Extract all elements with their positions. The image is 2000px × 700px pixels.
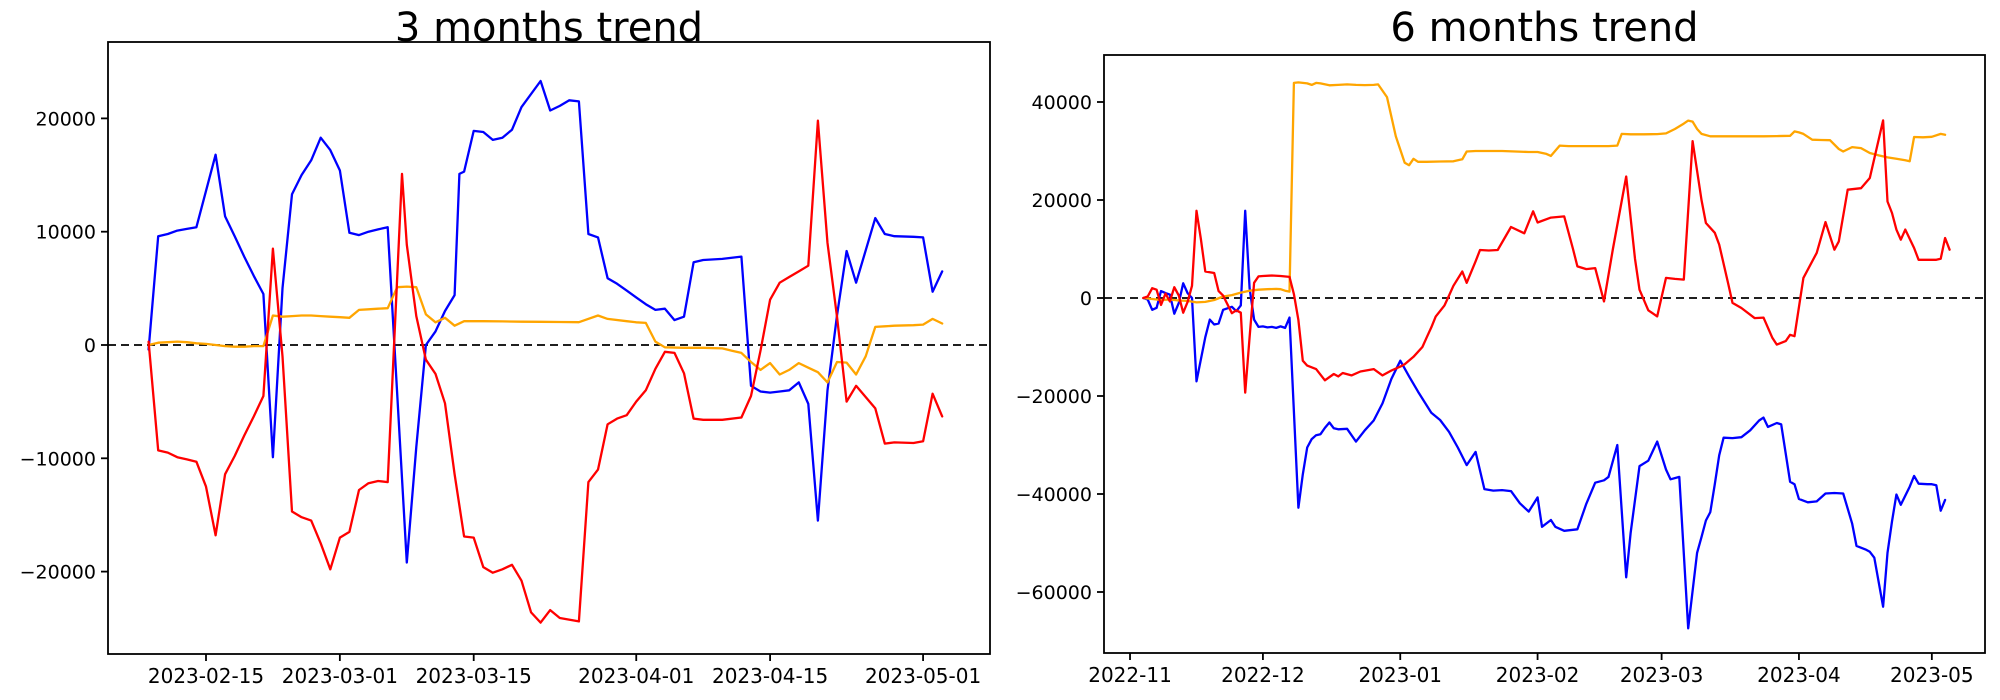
x-tick-label: 2023-03-01 [282, 664, 398, 688]
x-tick-label: 2023-04 [1757, 663, 1841, 687]
y-tick-label: −20000 [1016, 386, 1092, 408]
y-tick-label: −10000 [20, 448, 96, 470]
orange-series-line [1142, 81, 1947, 304]
orange-series-line [147, 285, 944, 384]
x-tick-label: 2023-02 [1496, 663, 1580, 687]
y-tick-label: −40000 [1016, 484, 1092, 506]
y-tick-label: 10000 [36, 222, 96, 244]
x-tick-label: 2023-04-15 [712, 664, 828, 688]
plot-frame [1103, 54, 1986, 654]
x-tick-label: 2023-03 [1620, 663, 1704, 687]
plot-frame [107, 41, 991, 655]
x-tick-label: 2023-03-15 [416, 664, 532, 688]
left-chart-title: 3 months trend [394, 5, 704, 51]
right-chart-title: 6 months trend [1390, 5, 1699, 51]
x-tick-label: 2023-02-15 [148, 664, 264, 688]
y-tick-label: 20000 [1032, 190, 1092, 212]
x-tick-label: 2022-11 [1088, 663, 1172, 687]
y-tick-label: 0 [84, 335, 96, 357]
y-tick-label: 40000 [1032, 92, 1092, 114]
y-tick-label: −20000 [20, 562, 96, 584]
x-tick-label: 2022-12 [1221, 663, 1305, 687]
x-tick-label: 2023-05-01 [865, 664, 981, 688]
x-tick-label: 2023-05 [1890, 663, 1974, 687]
red-series-line [147, 119, 944, 624]
red-series-line [1142, 119, 1951, 394]
x-tick-label: 2023-04-01 [578, 664, 694, 688]
y-tick-label: 20000 [36, 108, 96, 130]
y-tick-label: 0 [1080, 288, 1092, 310]
x-tick-label: 2023-01 [1358, 663, 1442, 687]
y-tick-label: −60000 [1016, 582, 1092, 604]
blue-series-line [1142, 209, 1947, 630]
